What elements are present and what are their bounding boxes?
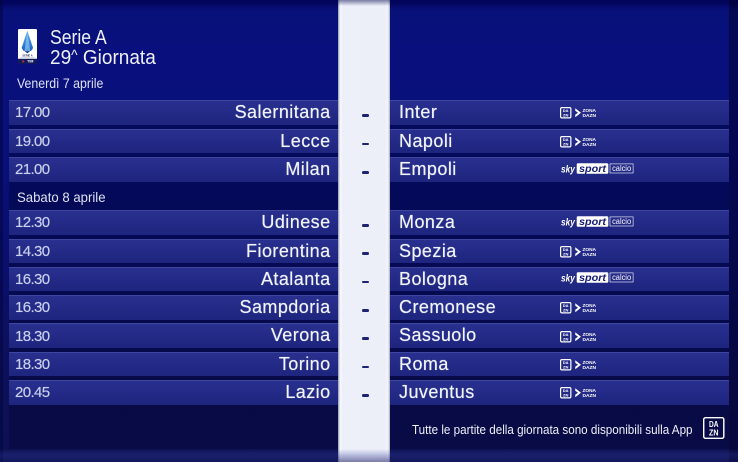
svg-text:ZN: ZN — [563, 141, 568, 146]
svg-text:ZONA: ZONA — [582, 303, 596, 308]
svg-text:sport: sport — [579, 273, 607, 284]
svg-text:sky: sky — [561, 273, 575, 284]
svg-text:calcio: calcio — [612, 217, 632, 226]
svg-text:DAZN: DAZN — [582, 113, 596, 118]
svg-text:DA: DA — [563, 247, 569, 252]
svg-text:ZONA: ZONA — [582, 388, 596, 393]
svg-text:DAZN: DAZN — [582, 393, 596, 398]
svg-text:DA: DA — [563, 331, 569, 336]
svg-text:DA: DA — [709, 420, 719, 429]
svg-text:DA: DA — [563, 388, 569, 393]
svg-text:ZN: ZN — [563, 113, 568, 118]
svg-text:DA: DA — [563, 360, 569, 365]
svg-text:ZONA: ZONA — [582, 332, 596, 337]
svg-text:ZONA: ZONA — [582, 247, 596, 252]
svg-text:ZN: ZN — [563, 336, 568, 341]
svg-text:ZONA: ZONA — [582, 108, 596, 113]
svg-text:ZN: ZN — [709, 428, 719, 437]
svg-text:ZN: ZN — [563, 251, 568, 256]
svg-text:sport: sport — [579, 216, 607, 227]
svg-text:TIM: TIM — [27, 60, 33, 64]
svg-text:DAZN: DAZN — [582, 252, 596, 257]
svg-text:DAZN: DAZN — [582, 142, 596, 147]
svg-text:sky: sky — [561, 164, 575, 175]
svg-text:ZONA: ZONA — [582, 360, 596, 365]
svg-text:ZONA: ZONA — [582, 137, 596, 142]
svg-text:sport: sport — [579, 163, 607, 174]
svg-text:SERIE A: SERIE A — [23, 53, 33, 57]
svg-text:ZN: ZN — [563, 308, 568, 313]
svg-text:DA: DA — [563, 303, 569, 308]
svg-text:calcio: calcio — [612, 273, 632, 282]
svg-text:calcio: calcio — [612, 164, 632, 173]
svg-text:DAZN: DAZN — [582, 365, 596, 370]
svg-text:sky: sky — [561, 217, 575, 228]
svg-text:DA: DA — [563, 108, 569, 113]
svg-text:ZN: ZN — [563, 364, 568, 369]
svg-text:DAZN: DAZN — [582, 308, 596, 313]
svg-text:DA: DA — [563, 137, 569, 142]
svg-text:ZN: ZN — [563, 393, 568, 398]
svg-text:DAZN: DAZN — [582, 337, 596, 342]
